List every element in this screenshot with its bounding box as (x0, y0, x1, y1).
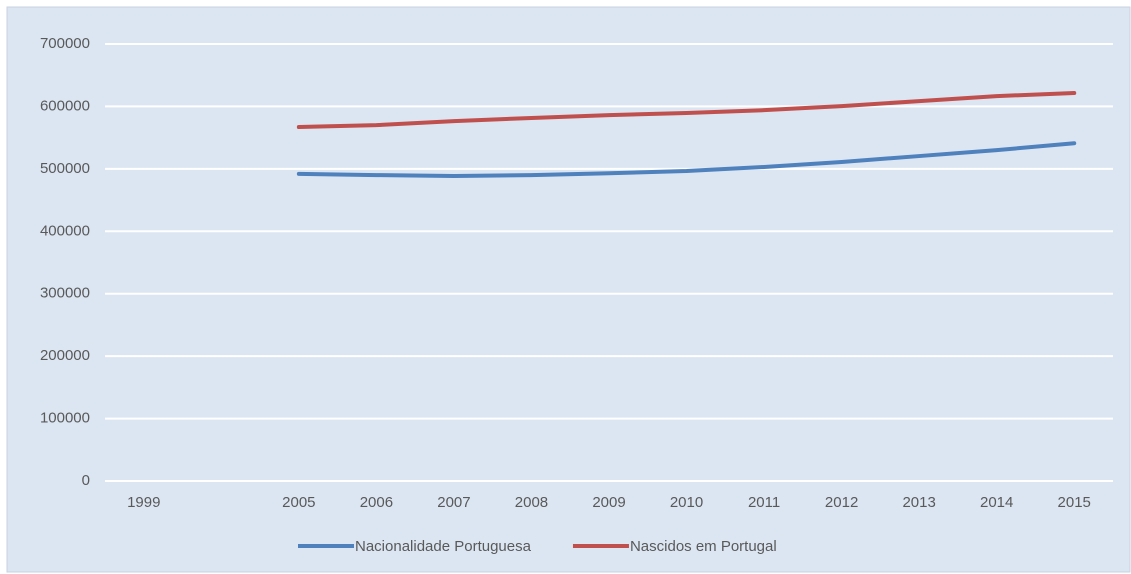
y-tick-label: 400000 (40, 222, 90, 239)
x-tick-label: 1999 (127, 494, 160, 511)
legend-label: Nacionalidade Portuguesa (355, 538, 532, 555)
x-tick-label: 2010 (670, 494, 703, 511)
series-line (296, 91, 1077, 130)
x-tick-label: 2012 (825, 494, 858, 511)
y-tick-label: 0 (82, 472, 90, 489)
series-line (296, 141, 1077, 179)
chart-background (6, 6, 1131, 573)
y-tick-label: 200000 (40, 347, 90, 364)
y-tick-label: 600000 (40, 97, 90, 114)
x-tick-label: 2005 (282, 494, 315, 511)
x-tick-label: 2007 (437, 494, 470, 511)
x-tick-label: 2006 (360, 494, 393, 511)
x-tick-label: 2011 (748, 494, 780, 511)
x-tick-label: 2014 (980, 494, 1013, 511)
y-tick-label: 300000 (40, 285, 90, 302)
x-tick-label: 2008 (515, 494, 548, 511)
x-tick-label: 2013 (902, 494, 935, 511)
y-tick-label: 100000 (40, 410, 90, 427)
y-tick-label: 700000 (40, 35, 90, 52)
legend-label: Nascidos em Portugal (630, 538, 777, 555)
x-tick-label: 2009 (592, 494, 625, 511)
y-tick-label: 500000 (40, 160, 90, 177)
x-tick-label: 2015 (1058, 494, 1091, 511)
